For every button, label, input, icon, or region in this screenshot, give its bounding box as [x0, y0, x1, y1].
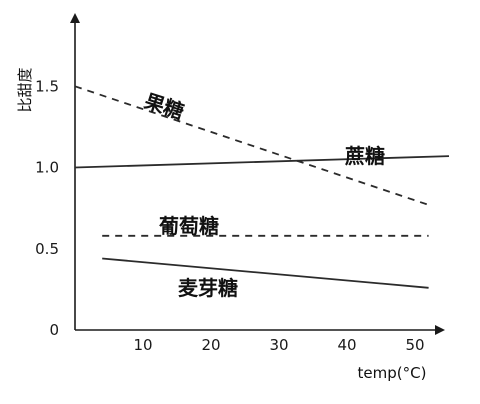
y-tick-label: 1.5 — [35, 77, 59, 95]
series-label: 麦芽糖 — [178, 276, 238, 300]
x-tick-label: 20 — [201, 336, 220, 354]
x-tick-label: 50 — [405, 336, 424, 354]
series-line-1 — [74, 155, 450, 169]
x-tick-layer: 10 20 30 40 50 — [133, 336, 424, 354]
x-axis-title: temp(°C) — [358, 364, 427, 382]
y-tick-layer: 0 0.5 1.0 1.5 — [35, 77, 59, 339]
x-tick-label: 10 — [133, 336, 152, 354]
series-label: 果糖 — [141, 89, 186, 124]
y-tick-label: 0 — [49, 321, 59, 339]
series-line-0 — [74, 85, 429, 206]
y-tick-label: 1.0 — [35, 159, 59, 177]
y-tick-label: 0.5 — [35, 240, 59, 258]
x-tick-label: 40 — [337, 336, 356, 354]
series-layer — [74, 85, 450, 289]
series-line-3 — [102, 257, 429, 289]
series-label: 蔗糖 — [344, 144, 385, 168]
y-axis-title: 比甜度 — [16, 67, 34, 112]
series-label: 葡萄糖 — [158, 214, 219, 238]
x-tick-label: 30 — [269, 336, 288, 354]
